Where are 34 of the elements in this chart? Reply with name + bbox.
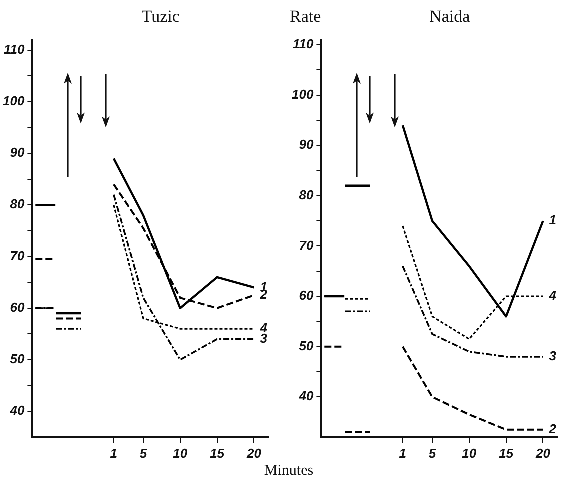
chart-title: Tuzic [142,7,180,26]
y-tick-label: 60 [299,288,314,304]
chart-title: Naida [430,7,471,26]
x-tick-label: 10 [462,446,478,461]
y-tick-label: 50 [10,352,26,367]
y-tick-label: 100 [292,86,314,102]
y-tick-label: 70 [299,238,314,253]
x-tick-label: 1 [399,446,407,461]
series-label: 4 [548,288,558,304]
x-tick-label: 20 [246,446,262,461]
y-tick-label: 100 [2,94,26,109]
x-tick-label: 15 [210,446,226,461]
y-axis-title: Rate [290,7,322,26]
y-tick-label: 80 [299,188,314,203]
series-label: 1 [549,212,556,228]
x-tick-label: 15 [499,446,514,461]
y-tick-label: 110 [292,36,314,52]
y-tick-label: 90 [10,145,26,160]
y-tick-label: 40 [9,403,26,418]
series-label: 3 [549,348,558,364]
x-tick-label: 10 [173,446,188,461]
y-tick-label: 50 [299,338,314,354]
x-tick-label: 20 [534,446,552,461]
y-tick-label: 70 [10,248,26,264]
y-tick-label: 110 [4,42,26,57]
y-tick-label: 60 [10,300,26,315]
x-tick-label: 5 [140,446,148,461]
x-tick-label: 5 [428,446,437,461]
y-tick-label: 80 [10,196,26,212]
x-axis-title: Minutes [263,463,315,480]
y-tick-label: 90 [299,137,314,152]
x-tick-label: 1 [110,446,118,461]
series-label: 2 [548,421,558,436]
y-tick-label: 40 [298,388,314,404]
